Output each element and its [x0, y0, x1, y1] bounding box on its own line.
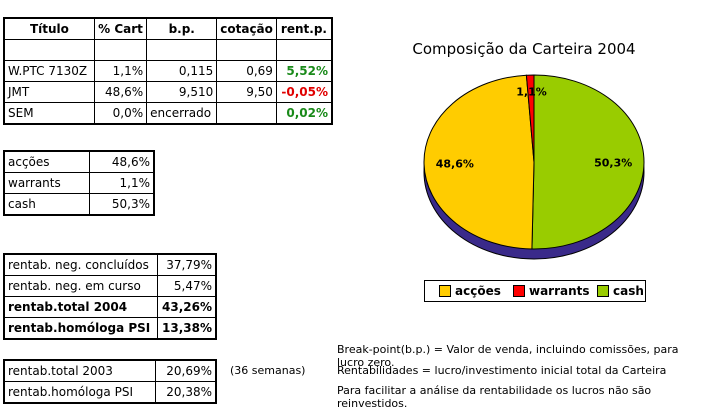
note-breakpoint: Break-point(b.p.) = Valor de venda, incl… [337, 343, 679, 369]
table-row: rentab. neg. concluídos 37,79% [3, 253, 217, 276]
allocation-label: warrants [3, 172, 90, 194]
cotacao-cell: 9,50 [216, 81, 277, 103]
pie-data-label: 1,1% [516, 86, 547, 99]
chart-area: Composição da Carteira 2004 48,6% 1,1% 50,… [398, 30, 668, 310]
returns-label: rentab. neg. concluídos [3, 253, 158, 276]
allocation-value: 1,1% [88, 172, 155, 194]
chart-legend: acções warrants cash [424, 280, 646, 302]
cart-cell: 48,6% [93, 81, 148, 103]
legend-item: warrants [513, 284, 590, 298]
titulo-cell: SEM [3, 102, 95, 125]
returns-label: rentab.homóloga PSI [3, 317, 158, 340]
header-rentp: rent.p. [275, 17, 333, 40]
pie-data-label: 50,3% [594, 156, 632, 169]
legend-item: acções [439, 284, 501, 298]
pie-chart: Composição da Carteira 2004 48,6% 1,1% 50,… [412, 40, 645, 260]
pie-data-label: 48,6% [436, 157, 474, 170]
returns-table: rentab. neg. concluídos 37,79% rentab. n… [3, 253, 217, 340]
blank-cell [216, 39, 277, 61]
allocation-label: acções [3, 150, 90, 173]
bp-cell: encerrado [146, 102, 218, 125]
previous-label: rentab.total 2003 [3, 359, 156, 382]
table-row: SEM 0,0% encerrado 0,02% [3, 102, 333, 125]
returns-label: rentab.total 2004 [3, 296, 158, 318]
titulo-cell: W.PTC 7130Z [3, 60, 95, 82]
bp-cell: 0,115 [146, 60, 218, 82]
header-cart: % Cart [93, 17, 148, 40]
portfolio-blank-row [3, 39, 333, 61]
table-row: rentab.homóloga PSI 20,38% [3, 381, 217, 404]
returns-value: 5,47% [156, 275, 217, 297]
legend-swatch [597, 285, 609, 297]
allocation-value: 50,3% [88, 193, 155, 216]
table-row: W.PTC 7130Z 1,1% 0,115 0,69 5,52% [3, 60, 333, 82]
table-row: rentab.homóloga PSI 13,38% [3, 317, 217, 340]
blank-cell [93, 39, 148, 61]
previous-label: rentab.homóloga PSI [3, 381, 156, 404]
legend-label: acções [455, 284, 501, 298]
header-bp: b.p. [146, 17, 218, 40]
cart-cell: 1,1% [93, 60, 148, 82]
blank-cell [3, 39, 95, 61]
portfolio-header-row: Título % Cart b.p. cotação rent.p. [3, 17, 333, 40]
bp-cell: 9,510 [146, 81, 218, 103]
table-row: rentab.total 2003 20,69% [3, 359, 217, 382]
pie-slice-aces [423, 74, 535, 250]
legend-item: cash [597, 284, 644, 298]
allocation-value: 48,6% [88, 150, 155, 173]
table-row: rentab.total 2004 43,26% [3, 296, 217, 318]
returns-value: 13,38% [156, 317, 217, 340]
table-row: acções 48,6% [3, 150, 155, 173]
returns-label: rentab. neg. em curso [3, 275, 158, 297]
pie-slice-warrants [525, 74, 535, 163]
pie-labels: 48,6% 1,1% 50,3% [436, 86, 633, 171]
blank-cell [275, 39, 333, 61]
legend-swatch [513, 285, 525, 297]
legend-label: cash [613, 284, 644, 298]
previous-value: 20,69% [154, 359, 217, 382]
table-row: JMT 48,6% 9,510 9,50 -0,05% [3, 81, 333, 103]
pie-slices [423, 74, 645, 260]
cotacao-cell: 0,69 [216, 60, 277, 82]
rent-cell: 0,02% [275, 102, 333, 125]
returns-value: 43,26% [156, 296, 217, 318]
note-reinvest: Para facilitar a análise da rentabilidad… [337, 384, 652, 410]
returns-value: 37,79% [156, 253, 217, 276]
weeks-note: (36 semanas) [230, 364, 306, 377]
cart-cell: 0,0% [93, 102, 148, 125]
table-row: warrants 1,1% [3, 172, 155, 194]
allocation-label: cash [3, 193, 90, 216]
allocation-table: acções 48,6% warrants 1,1% cash 50,3% [3, 150, 155, 216]
chart-title: Composição da Carteira 2004 [412, 40, 635, 58]
pie-slice-cash [531, 74, 645, 250]
table-row: rentab. neg. em curso 5,47% [3, 275, 217, 297]
blank-cell [146, 39, 218, 61]
portfolio-table: Título % Cart b.p. cotação rent.p. W.PTC… [3, 17, 333, 125]
titulo-cell: JMT [3, 81, 95, 103]
note-rentabilidades: Rentabilidades = lucro/investimento inic… [337, 364, 667, 377]
rent-cell: 5,52% [275, 60, 333, 82]
previous-value: 20,38% [154, 381, 217, 404]
previous-year-table: rentab.total 2003 20,69% rentab.homóloga… [3, 359, 217, 404]
table-row: cash 50,3% [3, 193, 155, 216]
legend-swatch [439, 285, 451, 297]
header-cotacao: cotação [216, 17, 277, 40]
cotacao-cell [216, 102, 277, 125]
rent-cell: -0,05% [275, 81, 333, 103]
legend-label: warrants [529, 284, 590, 298]
header-titulo: Título [3, 17, 95, 40]
